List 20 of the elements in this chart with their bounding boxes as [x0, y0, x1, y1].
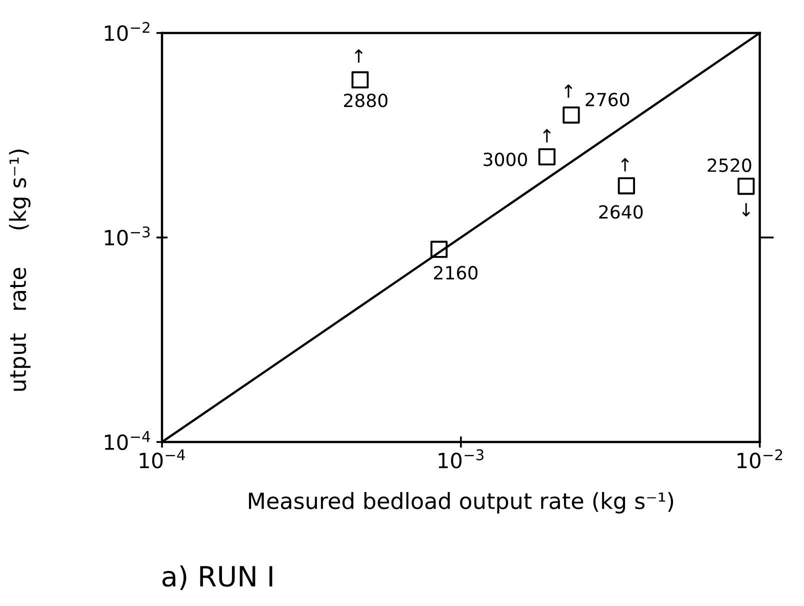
x-tick-label: 10$^{−4}$ — [140, 450, 185, 468]
annotation: ↑ — [564, 84, 572, 98]
annotation: ↑ — [543, 129, 551, 142]
annotation: ↑ — [621, 158, 629, 172]
y-tick-label: 10$^{−4}$ — [104, 431, 150, 450]
x-tick-label: 10$^{−3}$ — [438, 449, 484, 468]
annotation: ↑ — [354, 49, 363, 63]
text: a) RUN I — [162, 565, 272, 590]
annotation: ↓ — [742, 203, 750, 216]
x-axis-title: Measured bedload output rate (kg s⁻¹) — [248, 492, 674, 514]
y-tick-label: 10$^{−3}$ — [104, 226, 150, 246]
annotation: 2760 — [586, 92, 630, 106]
annotation: 3000 — [484, 152, 528, 166]
annotation: 2520 — [708, 158, 752, 172]
y-axis-title: utput rate (kg s⁻¹) — [8, 150, 30, 391]
annotation: 2880 — [344, 94, 388, 108]
y-tick-label: 10$^{−2}$ — [104, 22, 150, 42]
annotation: 2640 — [599, 205, 643, 219]
x-tick-label: 10$^{−2}$ — [738, 449, 782, 468]
annotation: 2160 — [434, 266, 478, 280]
